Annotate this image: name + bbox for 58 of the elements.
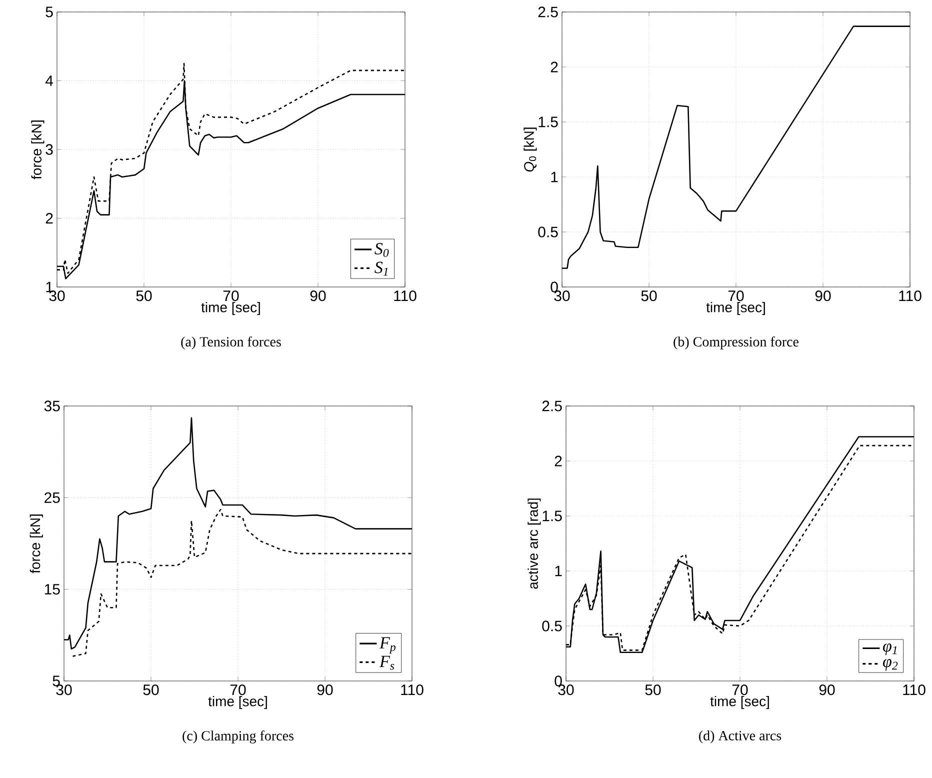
y-tick-label: 1.5 — [538, 116, 558, 128]
text: (c) Clamping forces — [182, 730, 294, 744]
legend-label: F$_{p}$ — [379, 637, 396, 654]
y-tick-label: 0.5 — [538, 226, 558, 238]
x-tick-label: 50 — [641, 290, 657, 302]
x-tick-label: 110 — [903, 684, 926, 696]
y-tick-label: 2 — [554, 456, 562, 466]
x-tick-label: 70 — [223, 290, 239, 302]
y-tick-label: 0 — [554, 676, 562, 686]
x-tick-label: 90 — [819, 684, 835, 696]
x-tick-label: 70 — [728, 290, 744, 302]
x-tick-label: 30 — [554, 290, 570, 302]
legend-label: S$_{1}$ — [374, 262, 388, 276]
x-tick-label: 50 — [645, 684, 661, 696]
y-tick-label: 1 — [551, 172, 558, 182]
x-tick-label: 90 — [815, 290, 831, 302]
y-tick-label: 5 — [46, 6, 53, 18]
x-axis-title: time [sec] — [710, 696, 769, 710]
y-tick-label: 0.5 — [542, 620, 562, 632]
y-tick-label: 4 — [45, 76, 54, 86]
legend-label: φ$_{2}$ — [883, 659, 898, 671]
y-tick-label: 35 — [44, 400, 60, 412]
y-axis-title: active arc [rad] — [528, 498, 541, 589]
y-tick-label: 2 — [550, 62, 558, 72]
y-axis-title: Q$_{0}$ [kN] — [524, 128, 537, 172]
y-axis-title: force [kN] — [31, 120, 44, 180]
x-tick-label: 110 — [401, 684, 424, 696]
y-tick-label: 15 — [44, 584, 60, 595]
x-axis-title: time [sec] — [201, 302, 260, 316]
x-tick-label: 90 — [310, 290, 326, 302]
x-tick-label: 110 — [899, 290, 922, 302]
text: (b) Compression force — [674, 336, 798, 350]
y-tick-label: 5 — [52, 676, 60, 686]
text: (a) Tension forces — [181, 336, 281, 350]
y-tick-label: 2.5 — [542, 400, 562, 412]
legend-label: φ$_{1}$ — [883, 644, 897, 656]
y-tick-label: 1.5 — [542, 510, 562, 522]
x-tick-label: 50 — [136, 290, 152, 302]
y-tick-label: 2.5 — [538, 6, 558, 18]
x-tick-label: 70 — [230, 684, 246, 696]
x-tick-label: 30 — [56, 684, 72, 696]
y-tick-label: 25 — [44, 492, 60, 503]
x-tick-label: 50 — [143, 684, 159, 696]
x-tick-label: 110 — [394, 290, 416, 302]
x-tick-label: 30 — [49, 290, 65, 302]
x-tick-label: 30 — [558, 684, 574, 696]
y-tick-label: 1 — [555, 566, 562, 576]
x-axis-title: time [sec] — [208, 696, 267, 710]
x-tick-label: 90 — [317, 684, 333, 696]
x-axis-title: time [sec] — [706, 302, 765, 316]
legend-label: S$_{0}$ — [374, 243, 389, 257]
x-tick-label: 70 — [732, 684, 748, 696]
y-axis-title: force [kN] — [30, 514, 43, 574]
text: (d) Active arcs — [699, 730, 782, 744]
y-tick-label: 0 — [550, 282, 558, 292]
y-tick-label: 2 — [46, 212, 53, 224]
y-tick-label: 3 — [46, 144, 53, 155]
legend-label: F$_{s}$ — [379, 656, 394, 670]
